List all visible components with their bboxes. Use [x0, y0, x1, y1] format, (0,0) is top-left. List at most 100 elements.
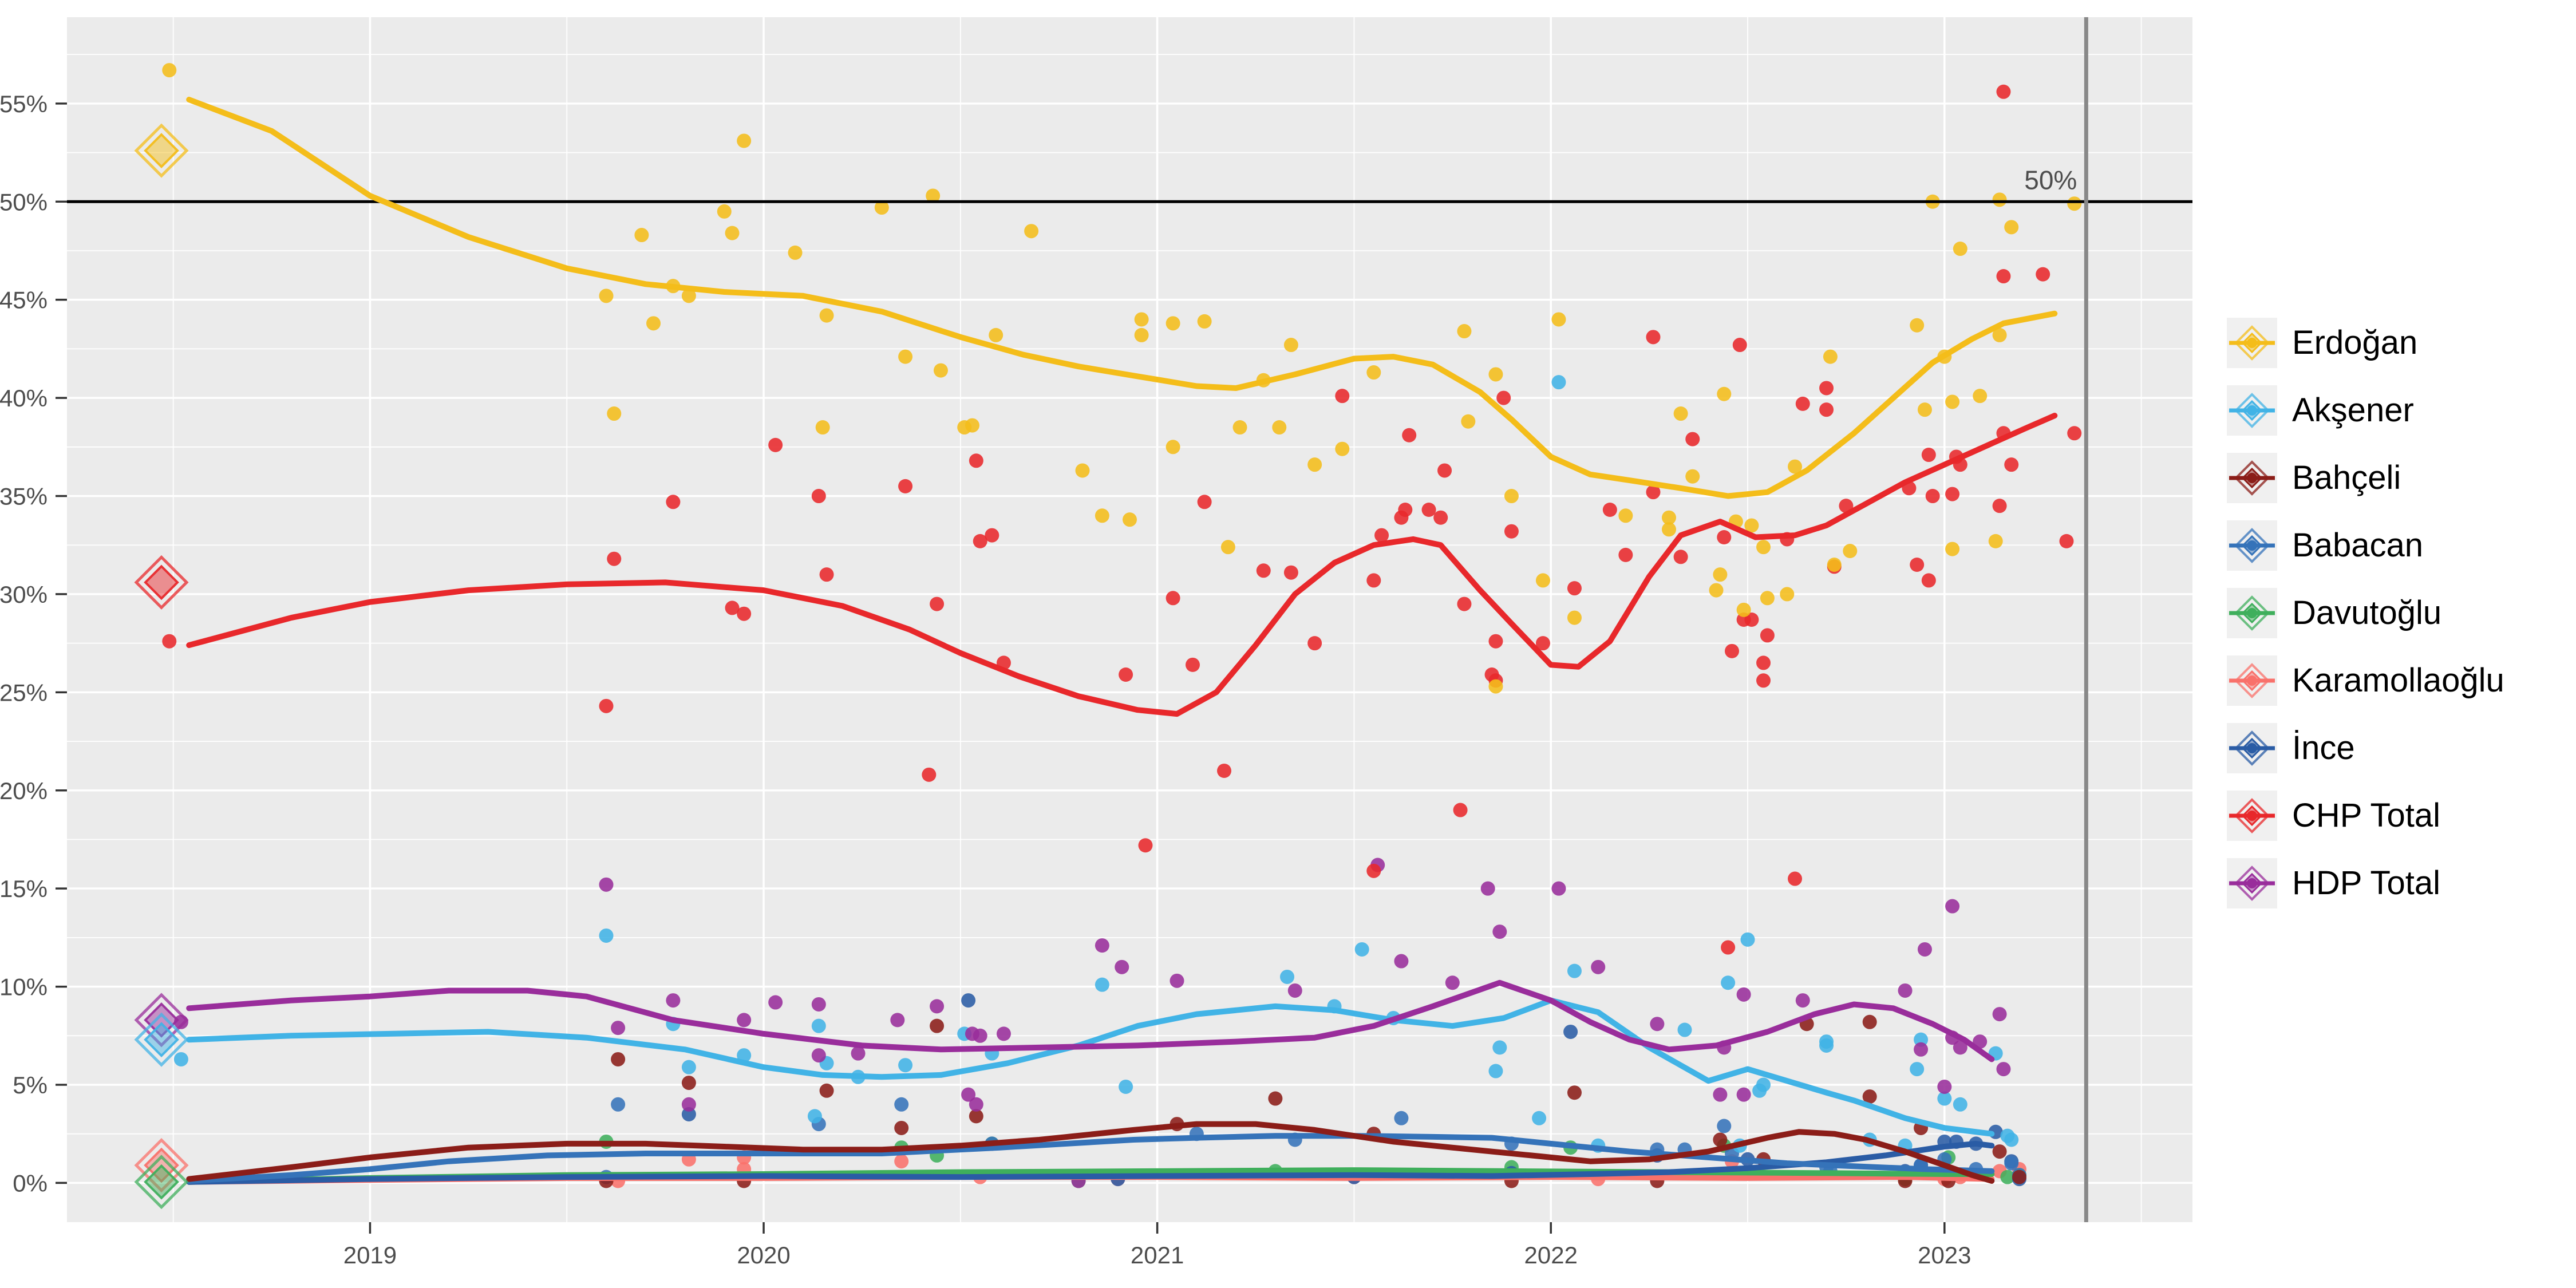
- poll-point: [1736, 602, 1751, 617]
- legend-item-Davutoğlu[interactable]: Davutoğlu: [2227, 588, 2570, 638]
- y-axis-tick-label: 5%: [13, 1072, 48, 1099]
- legend-item-Akşener[interactable]: Akşener: [2227, 385, 2570, 436]
- election-result-diamond-outline: [134, 1138, 189, 1193]
- poll-point: [1488, 1064, 1503, 1078]
- y-axis-tick-label: 0%: [13, 1170, 48, 1196]
- poll-point: [611, 1097, 626, 1112]
- poll-point: [1732, 338, 1747, 353]
- legend-key-icon: [2227, 453, 2277, 503]
- legend-item-Babacan[interactable]: Babacan: [2227, 520, 2570, 571]
- legend-key-icon: [2227, 858, 2277, 908]
- poll-point: [1721, 940, 1736, 955]
- poll-point: [1217, 763, 1232, 778]
- poll-point: [1535, 636, 1550, 651]
- poll-point: [969, 453, 983, 468]
- legend-item-Erdoğan[interactable]: Erdoğan: [2227, 318, 2570, 368]
- poll-point: [788, 245, 803, 260]
- poll-point: [1725, 643, 1740, 658]
- poll-point: [933, 363, 948, 378]
- trend-line-Akşener: [186, 997, 1995, 1137]
- poll-point: [1567, 610, 1582, 625]
- poll-point: [2000, 1170, 2015, 1184]
- poll-point: [599, 928, 614, 943]
- poll-point: [874, 200, 889, 215]
- grid-minor: [67, 17, 2192, 1222]
- poll-point: [1756, 673, 1771, 688]
- poll-point: [922, 767, 937, 782]
- poll-point: [1843, 544, 1858, 559]
- poll-point: [1819, 1038, 1834, 1053]
- poll-point: [1453, 803, 1468, 817]
- poll-point: [1910, 558, 1925, 572]
- poll-point: [1996, 84, 2011, 99]
- poll-point: [1823, 349, 1838, 364]
- poll-point: [894, 1120, 909, 1135]
- poll-point: [969, 1109, 983, 1124]
- poll-point: [811, 1048, 826, 1063]
- legend-item-Karamollaoğlu[interactable]: Karamollaoğlu: [2227, 655, 2570, 706]
- poll-point: [1973, 389, 1988, 404]
- legend-key-icon: [2227, 588, 2277, 638]
- poll-point: [1618, 547, 1633, 562]
- poll-point: [930, 596, 945, 611]
- poll-point: [1953, 1097, 1967, 1112]
- poll-point: [1917, 942, 1932, 957]
- poll-point: [599, 289, 614, 303]
- election-result-diamond: [144, 1022, 179, 1057]
- poll-point: [1024, 224, 1039, 239]
- poll-point: [737, 133, 752, 148]
- poll-point: [1839, 499, 1854, 513]
- poll-point: [1925, 489, 1940, 504]
- legend-item-HDP Total[interactable]: HDP Total: [2227, 858, 2570, 908]
- y-axis-tick-label: 50%: [0, 188, 48, 215]
- poll-point: [1650, 1017, 1665, 1032]
- poll-point: [1945, 542, 1960, 556]
- poll-point: [1914, 1032, 1929, 1047]
- poll-point: [2059, 534, 2074, 548]
- poll-point: [607, 406, 622, 421]
- poll-point: [162, 634, 177, 649]
- poll-point: [1492, 1040, 1507, 1055]
- poll-point: [1366, 863, 1381, 878]
- legend-label: İnce: [2292, 729, 2355, 767]
- poll-point: [1898, 983, 1913, 998]
- poll-point: [1119, 667, 1133, 682]
- legend-label: CHP Total: [2292, 797, 2440, 834]
- poll-point: [1366, 365, 1381, 380]
- legend-item-İnce[interactable]: İnce: [2227, 723, 2570, 773]
- poll-point: [1996, 1062, 2011, 1077]
- legend-label: Bahçeli: [2292, 459, 2401, 496]
- poll-point: [1283, 338, 1298, 353]
- election-result-diamond-outline: [134, 1155, 189, 1210]
- poll-point: [768, 437, 783, 452]
- poll-point: [599, 877, 614, 892]
- poll-point: [989, 327, 1003, 342]
- axes: 0% 5% 10% 15% 20% 25% 30% 35% 40% 45% 50% 55% 2019 20…: [0, 90, 1971, 1269]
- poll-point: [1504, 489, 1519, 504]
- poll-point: [1827, 558, 1842, 572]
- election-result-diamond: [144, 1002, 179, 1038]
- poll-point: [1165, 440, 1180, 455]
- poll-point: [898, 349, 913, 364]
- poll-point: [1713, 1132, 1728, 1147]
- legend-item-CHP Total[interactable]: CHP Total: [2227, 791, 2570, 841]
- fifty-percent-label: 50%: [2024, 165, 2077, 195]
- poll-point: [1756, 1077, 1771, 1092]
- poll-point: [737, 606, 752, 621]
- poll-point: [717, 204, 732, 219]
- points-CHP Total: [162, 84, 2082, 955]
- election-result-diamond-outline: [134, 993, 189, 1048]
- poll-point: [819, 567, 834, 582]
- poll-point: [1532, 1111, 1547, 1125]
- legend-key-icon: [2227, 723, 2277, 773]
- legend-item-Bahçeli[interactable]: Bahçeli: [2227, 453, 2570, 503]
- poll-point: [926, 188, 941, 203]
- legend-label: Babacan: [2292, 527, 2423, 564]
- poll-point: [1287, 983, 1302, 998]
- poll-point: [1673, 406, 1688, 421]
- poll-point: [1095, 938, 1109, 953]
- poll-point: [1165, 316, 1180, 331]
- poll-point: [1398, 503, 1413, 517]
- legend-key-icon: [2227, 318, 2277, 368]
- poll-point: [1717, 530, 1732, 545]
